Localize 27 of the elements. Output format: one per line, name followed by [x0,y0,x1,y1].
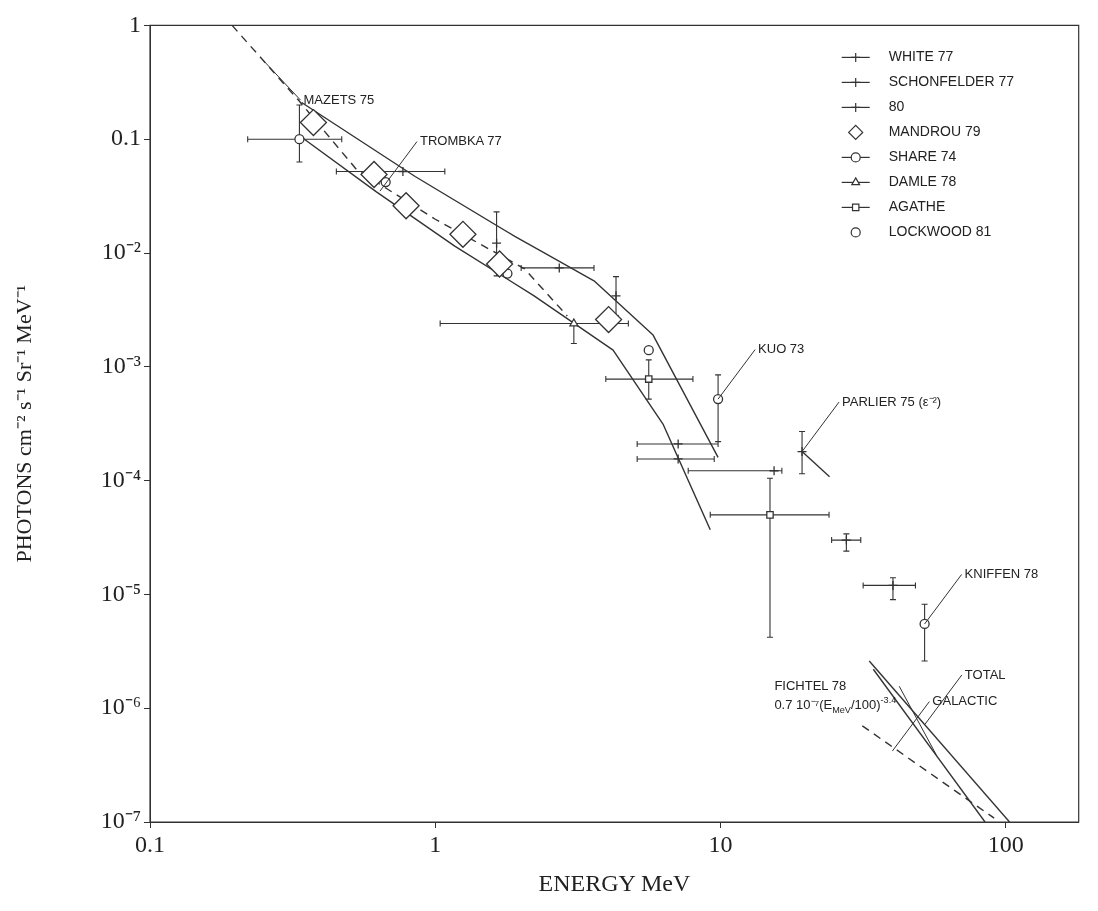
annotation: TROMBKA 77 [420,133,502,149]
y-tick-label: 1 [129,10,141,37]
legend-label: WHITE 77 [888,48,954,65]
legend-label: DAMLE 78 [888,173,957,190]
legend-label: MANDROU 79 [888,123,981,140]
legend-label: 80 [888,98,905,115]
y-tick-label: 0.1 [111,124,141,151]
legend-label: AGATHE [888,198,946,215]
legend-label: SHARE 74 [888,148,957,165]
x-tick-label: 100 [987,830,1024,857]
y-tick-label: 10⁻⁴ [100,465,141,492]
annotation: KUO 73 [758,341,805,357]
annotation: GALACTIC [932,693,998,709]
annotation: PARLIER 75 (ε⁻²) [842,393,942,409]
legend-label: SCHONFELDER 77 [888,73,1015,90]
x-tick-label: 10 [708,830,733,857]
annotation: TOTAL [964,666,1006,682]
annotation: KNIFFEN 78 [964,566,1039,582]
y-tick-label: 10⁻³ [101,352,141,379]
x-axis-title: ENERGY MeV [538,869,691,896]
x-tick-label: 1 [429,830,442,857]
y-tick-label: 10⁻⁶ [100,693,141,720]
legend-label: LOCKWOOD 81 [888,223,992,240]
y-tick-label: 10⁻² [101,238,141,265]
y-axis-title: PHOTONS cm⁻² s⁻¹ Sr⁻¹ MeV⁻¹ [10,284,36,563]
y-tick-label: 10⁻⁵ [100,579,141,606]
annotation: MAZETS 75 [303,91,375,107]
